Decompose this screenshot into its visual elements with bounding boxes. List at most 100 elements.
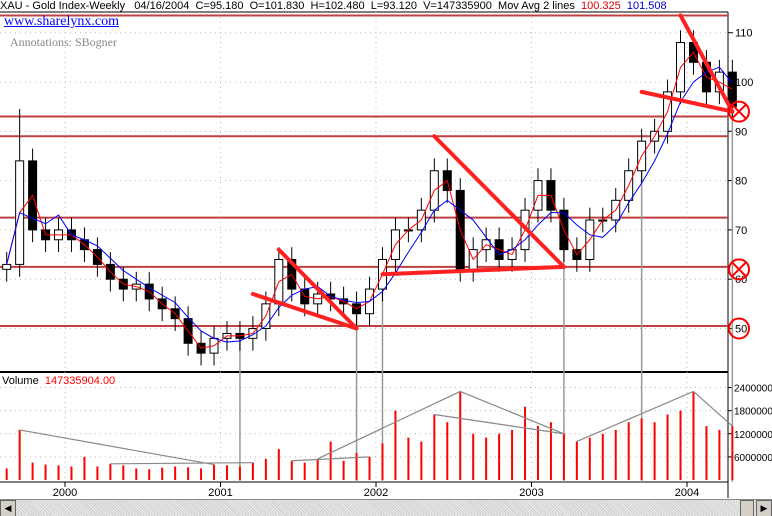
volume-bar <box>44 464 47 480</box>
time-tick-label: 2000 <box>53 487 77 499</box>
volume-trendline <box>19 429 215 466</box>
cross-stroke <box>731 103 747 120</box>
annotation-trendline <box>639 89 735 114</box>
volume-bar <box>174 466 177 480</box>
annotation-trendline <box>432 134 566 269</box>
volume-bar <box>355 453 358 480</box>
volume-trendline <box>317 390 461 460</box>
volume-bar <box>31 462 34 480</box>
time-tick-label: 2001 <box>208 487 232 499</box>
volume-bar <box>329 441 332 480</box>
volume-bar <box>342 460 345 480</box>
volume-bar <box>692 391 695 480</box>
horizontal-scrollbar[interactable]: ◀ ▶ <box>0 499 772 516</box>
scroll-thumb[interactable] <box>740 500 754 516</box>
volume-bar <box>316 458 319 480</box>
price-tick-label: 90 <box>735 126 747 138</box>
symbol: XAU - Gold Index-Weekly <box>0 0 126 12</box>
volume-bar <box>70 466 73 480</box>
volume-bar <box>666 414 669 480</box>
annotation-trendline <box>276 247 359 331</box>
volume-trendline <box>110 462 253 465</box>
volume-bar <box>57 465 60 480</box>
volume-bar <box>653 422 656 480</box>
volume-bar <box>511 429 514 480</box>
ma2-value: 101.508 <box>626 0 667 12</box>
volume-bar <box>251 462 254 480</box>
date: 04/16/2004 <box>134 0 190 12</box>
volume-bar <box>381 443 384 480</box>
high: H=102.480 <box>310 0 365 12</box>
volume-bar <box>536 426 539 480</box>
volume-bar <box>562 433 565 480</box>
volume-bar <box>148 469 151 480</box>
target-circle-icon <box>728 317 750 340</box>
volume-bar <box>601 433 604 480</box>
volume-bar <box>588 437 591 480</box>
volume-bar <box>433 414 436 480</box>
site-link[interactable]: www.sharelynx.com <box>4 14 119 29</box>
volume-bar <box>83 456 86 480</box>
volume-title: Volume <box>2 375 39 387</box>
volume-tick-label: 1800000 <box>734 407 772 418</box>
price-tick-label: 50 <box>735 324 747 336</box>
volume-bar <box>420 441 423 480</box>
volume-trendline <box>434 413 564 435</box>
volume-trendline <box>693 390 733 427</box>
time-tick-label: 2004 <box>675 487 699 499</box>
annotation-trendline <box>250 291 359 331</box>
price-tick-label: 100 <box>735 77 753 89</box>
volume-bar <box>122 465 125 480</box>
volume-bar <box>549 422 552 480</box>
volume-bar <box>640 418 643 480</box>
volume-bar <box>200 468 203 480</box>
volume-trendline <box>460 390 565 435</box>
volume-bar <box>213 464 216 480</box>
volume-bar <box>498 433 501 480</box>
volume-bar <box>5 468 8 480</box>
moving-average-slow <box>6 66 733 343</box>
volume-bar <box>705 426 708 480</box>
volume-tick-label: 1200000 <box>734 430 772 441</box>
time-tick-label: 2002 <box>364 487 388 499</box>
volume-label: Volume 147335904.00 <box>2 375 115 387</box>
volume-bar <box>731 426 734 480</box>
volume-bar <box>368 456 371 480</box>
volume-bar <box>303 462 306 480</box>
cross-stroke <box>731 261 747 278</box>
scroll-left-button[interactable]: ◀ <box>0 500 16 516</box>
target-cross-icon <box>728 100 750 123</box>
close: C=95.180 <box>195 0 244 12</box>
volume-bar <box>187 467 190 480</box>
volume-bar <box>161 467 164 480</box>
price-tick-label: 70 <box>735 225 747 237</box>
candle-body <box>2 263 12 270</box>
annotation-trendline <box>380 264 566 277</box>
target-cross-icon <box>728 258 750 281</box>
volume: V=147335900 <box>423 0 492 12</box>
chart-header: XAU - Gold Index-Weekly 04/16/2004 C=95.… <box>0 0 667 12</box>
price-volume-chart: 1101009080706050240000018000001200000600… <box>0 11 772 499</box>
volume-bar <box>575 441 578 480</box>
volume-trendline <box>291 456 370 462</box>
price-tick-label: 80 <box>735 176 747 188</box>
volume-value: 147335904.00 <box>44 375 116 387</box>
price-tick-label: 110 <box>735 28 753 40</box>
volume-bar <box>679 410 682 480</box>
annotation-trendline <box>678 13 735 114</box>
volume-bar <box>614 429 617 480</box>
volume-bar <box>485 437 488 480</box>
volume-bar <box>446 422 449 480</box>
volume-bar <box>472 433 475 480</box>
scroll-right-button[interactable]: ▶ <box>756 500 772 516</box>
time-tick-label: 2003 <box>519 487 543 499</box>
volume-bar <box>524 406 527 480</box>
volume-bar <box>394 410 397 480</box>
volume-bar <box>238 466 241 480</box>
volume-trendline <box>576 390 694 443</box>
ma1-value: 100.325 <box>581 0 621 12</box>
volume-bar <box>290 460 293 480</box>
volume-bar <box>135 468 138 480</box>
volume-bar <box>459 391 462 480</box>
